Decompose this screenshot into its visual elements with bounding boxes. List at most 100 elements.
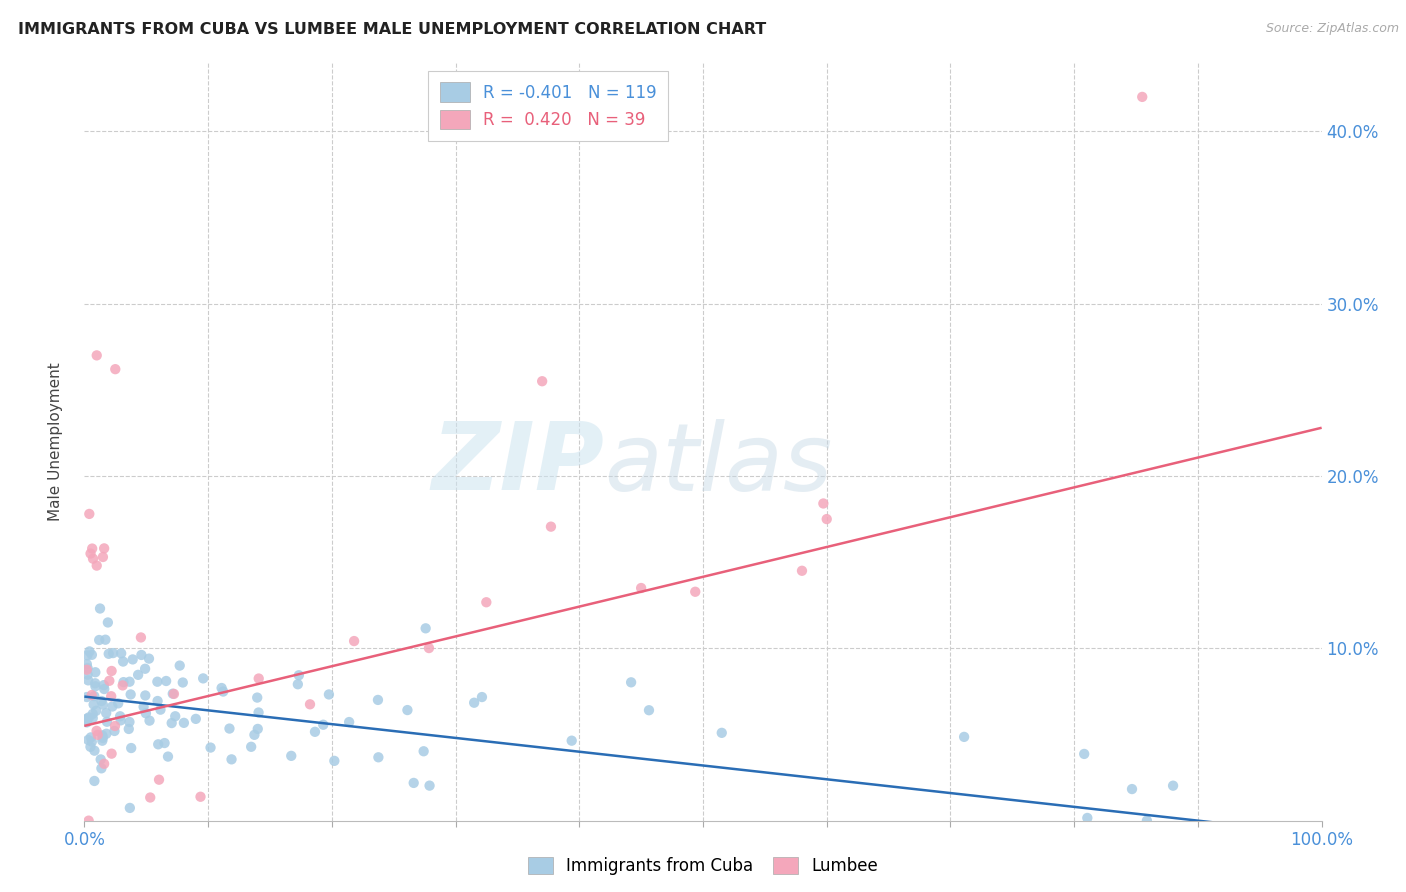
Point [84, 676, 107, 690]
Point [1073, 747, 1095, 761]
Point [475, 595, 498, 609]
Point [173, 715, 195, 730]
Legend: R = -0.401   N = 119, R =  0.420   N = 39: R = -0.401 N = 119, R = 0.420 N = 39 [429, 70, 668, 141]
Point [419, 779, 441, 793]
Point [80, 688, 103, 702]
Legend: Immigrants from Cuba, Lumbee: Immigrants from Cuba, Lumbee [527, 856, 879, 875]
Point [118, 801, 141, 815]
Point [80, 731, 103, 745]
Point [84, 665, 107, 680]
Point [638, 703, 661, 717]
Point [367, 693, 389, 707]
Text: Source: ZipAtlas.com: Source: ZipAtlas.com [1265, 22, 1399, 36]
Point [191, 672, 214, 686]
Point [91, 549, 114, 564]
Point [953, 730, 976, 744]
Point [84, 704, 107, 718]
Point [790, 564, 813, 578]
Point [77, 673, 100, 688]
Point [138, 651, 160, 665]
Point [94, 632, 117, 647]
Point [86, 558, 108, 573]
Point [120, 688, 142, 702]
Point [367, 750, 389, 764]
Point [246, 722, 269, 736]
Point [160, 716, 183, 731]
Point [318, 688, 340, 702]
Point [90, 761, 112, 775]
Point [83, 698, 105, 712]
Point [82, 551, 104, 566]
Point [138, 714, 160, 728]
Point [1136, 814, 1159, 828]
Point [80, 735, 103, 749]
Point [82, 706, 104, 721]
Point [243, 728, 266, 742]
Point [148, 737, 170, 751]
Point [212, 684, 235, 698]
Point [165, 709, 187, 723]
Point [630, 581, 652, 595]
Point [103, 723, 125, 738]
Point [396, 703, 419, 717]
Point [76, 661, 98, 675]
Point [100, 747, 122, 761]
Point [86, 723, 108, 738]
Point [86, 348, 108, 362]
Point [96, 714, 118, 729]
Point [118, 674, 141, 689]
Point [76, 648, 98, 663]
Point [540, 519, 562, 533]
Point [415, 621, 437, 635]
Point [111, 678, 134, 692]
Point [343, 634, 366, 648]
Point [172, 675, 194, 690]
Point [463, 696, 485, 710]
Point [240, 739, 263, 754]
Point [155, 673, 177, 688]
Point [107, 697, 129, 711]
Point [76, 715, 98, 730]
Point [1161, 779, 1184, 793]
Point [97, 647, 120, 661]
Point [815, 512, 838, 526]
Point [83, 689, 105, 703]
Point [148, 772, 170, 787]
Point [162, 687, 184, 701]
Point [83, 744, 105, 758]
Point [287, 677, 309, 691]
Point [84, 679, 107, 693]
Point [76, 663, 98, 677]
Point [211, 681, 233, 695]
Point [298, 698, 321, 712]
Point [79, 644, 101, 658]
Point [153, 736, 176, 750]
Point [402, 776, 425, 790]
Point [139, 790, 162, 805]
Point [135, 706, 157, 721]
Point [620, 675, 643, 690]
Point [97, 615, 120, 630]
Point [561, 733, 583, 747]
Point [93, 678, 115, 692]
Point [418, 641, 440, 656]
Point [1076, 811, 1098, 825]
Point [110, 646, 132, 660]
Point [90, 752, 112, 766]
Point [82, 541, 104, 556]
Point [246, 690, 269, 705]
Point [218, 722, 240, 736]
Point [91, 731, 114, 745]
Point [247, 706, 270, 720]
Point [93, 681, 115, 696]
Point [112, 655, 135, 669]
Point [190, 789, 212, 804]
Point [76, 712, 98, 726]
Point [93, 756, 115, 771]
Point [323, 754, 346, 768]
Point [131, 648, 153, 662]
Point [100, 690, 122, 704]
Text: atlas: atlas [605, 418, 832, 510]
Text: IMMIGRANTS FROM CUBA VS LUMBEE MALE UNEMPLOYMENT CORRELATION CHART: IMMIGRANTS FROM CUBA VS LUMBEE MALE UNEM… [18, 22, 766, 37]
Point [304, 724, 326, 739]
